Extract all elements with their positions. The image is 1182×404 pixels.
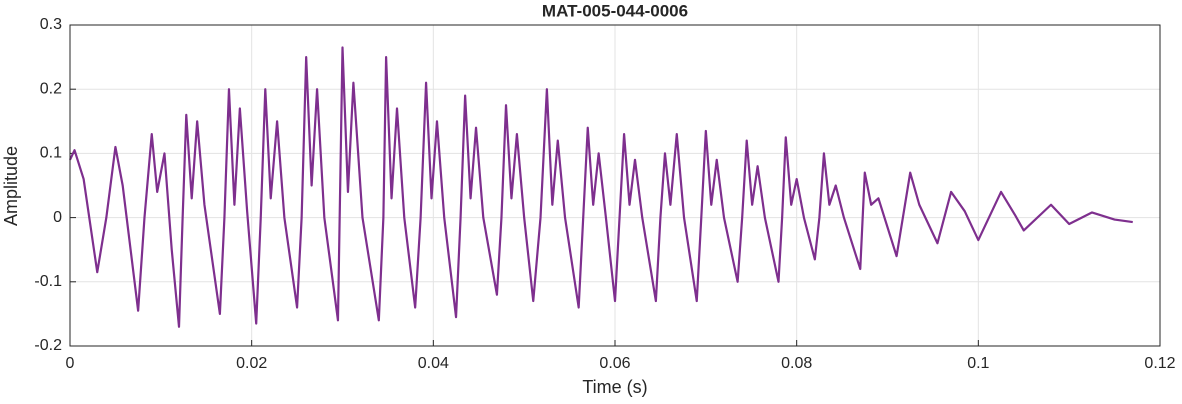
y-axis-label: Amplitude [1,146,21,226]
x-tick-label: 0.06 [599,355,630,372]
x-tick-label: 0.12 [1144,355,1175,372]
y-tick-label: 0 [53,209,62,226]
chart-title: MAT-005-044-0006 [542,1,688,20]
y-tick-label: 0.3 [40,16,62,33]
y-tick-label: 0.1 [40,145,62,162]
y-tick-label: -0.1 [34,273,62,290]
data-line [69,46,1133,328]
x-axis-label: Time (s) [582,377,647,397]
x-tick-label: 0.1 [967,355,989,372]
plot-frame [69,24,1161,347]
x-tick-label: 0.02 [236,355,267,372]
x-tick-label: 0 [66,355,75,372]
x-tick-label: 0.08 [781,355,812,372]
y-tick-label: 0.2 [40,80,62,97]
y-tick-label: -0.2 [34,337,62,354]
x-tick-label: 0.04 [418,355,449,372]
